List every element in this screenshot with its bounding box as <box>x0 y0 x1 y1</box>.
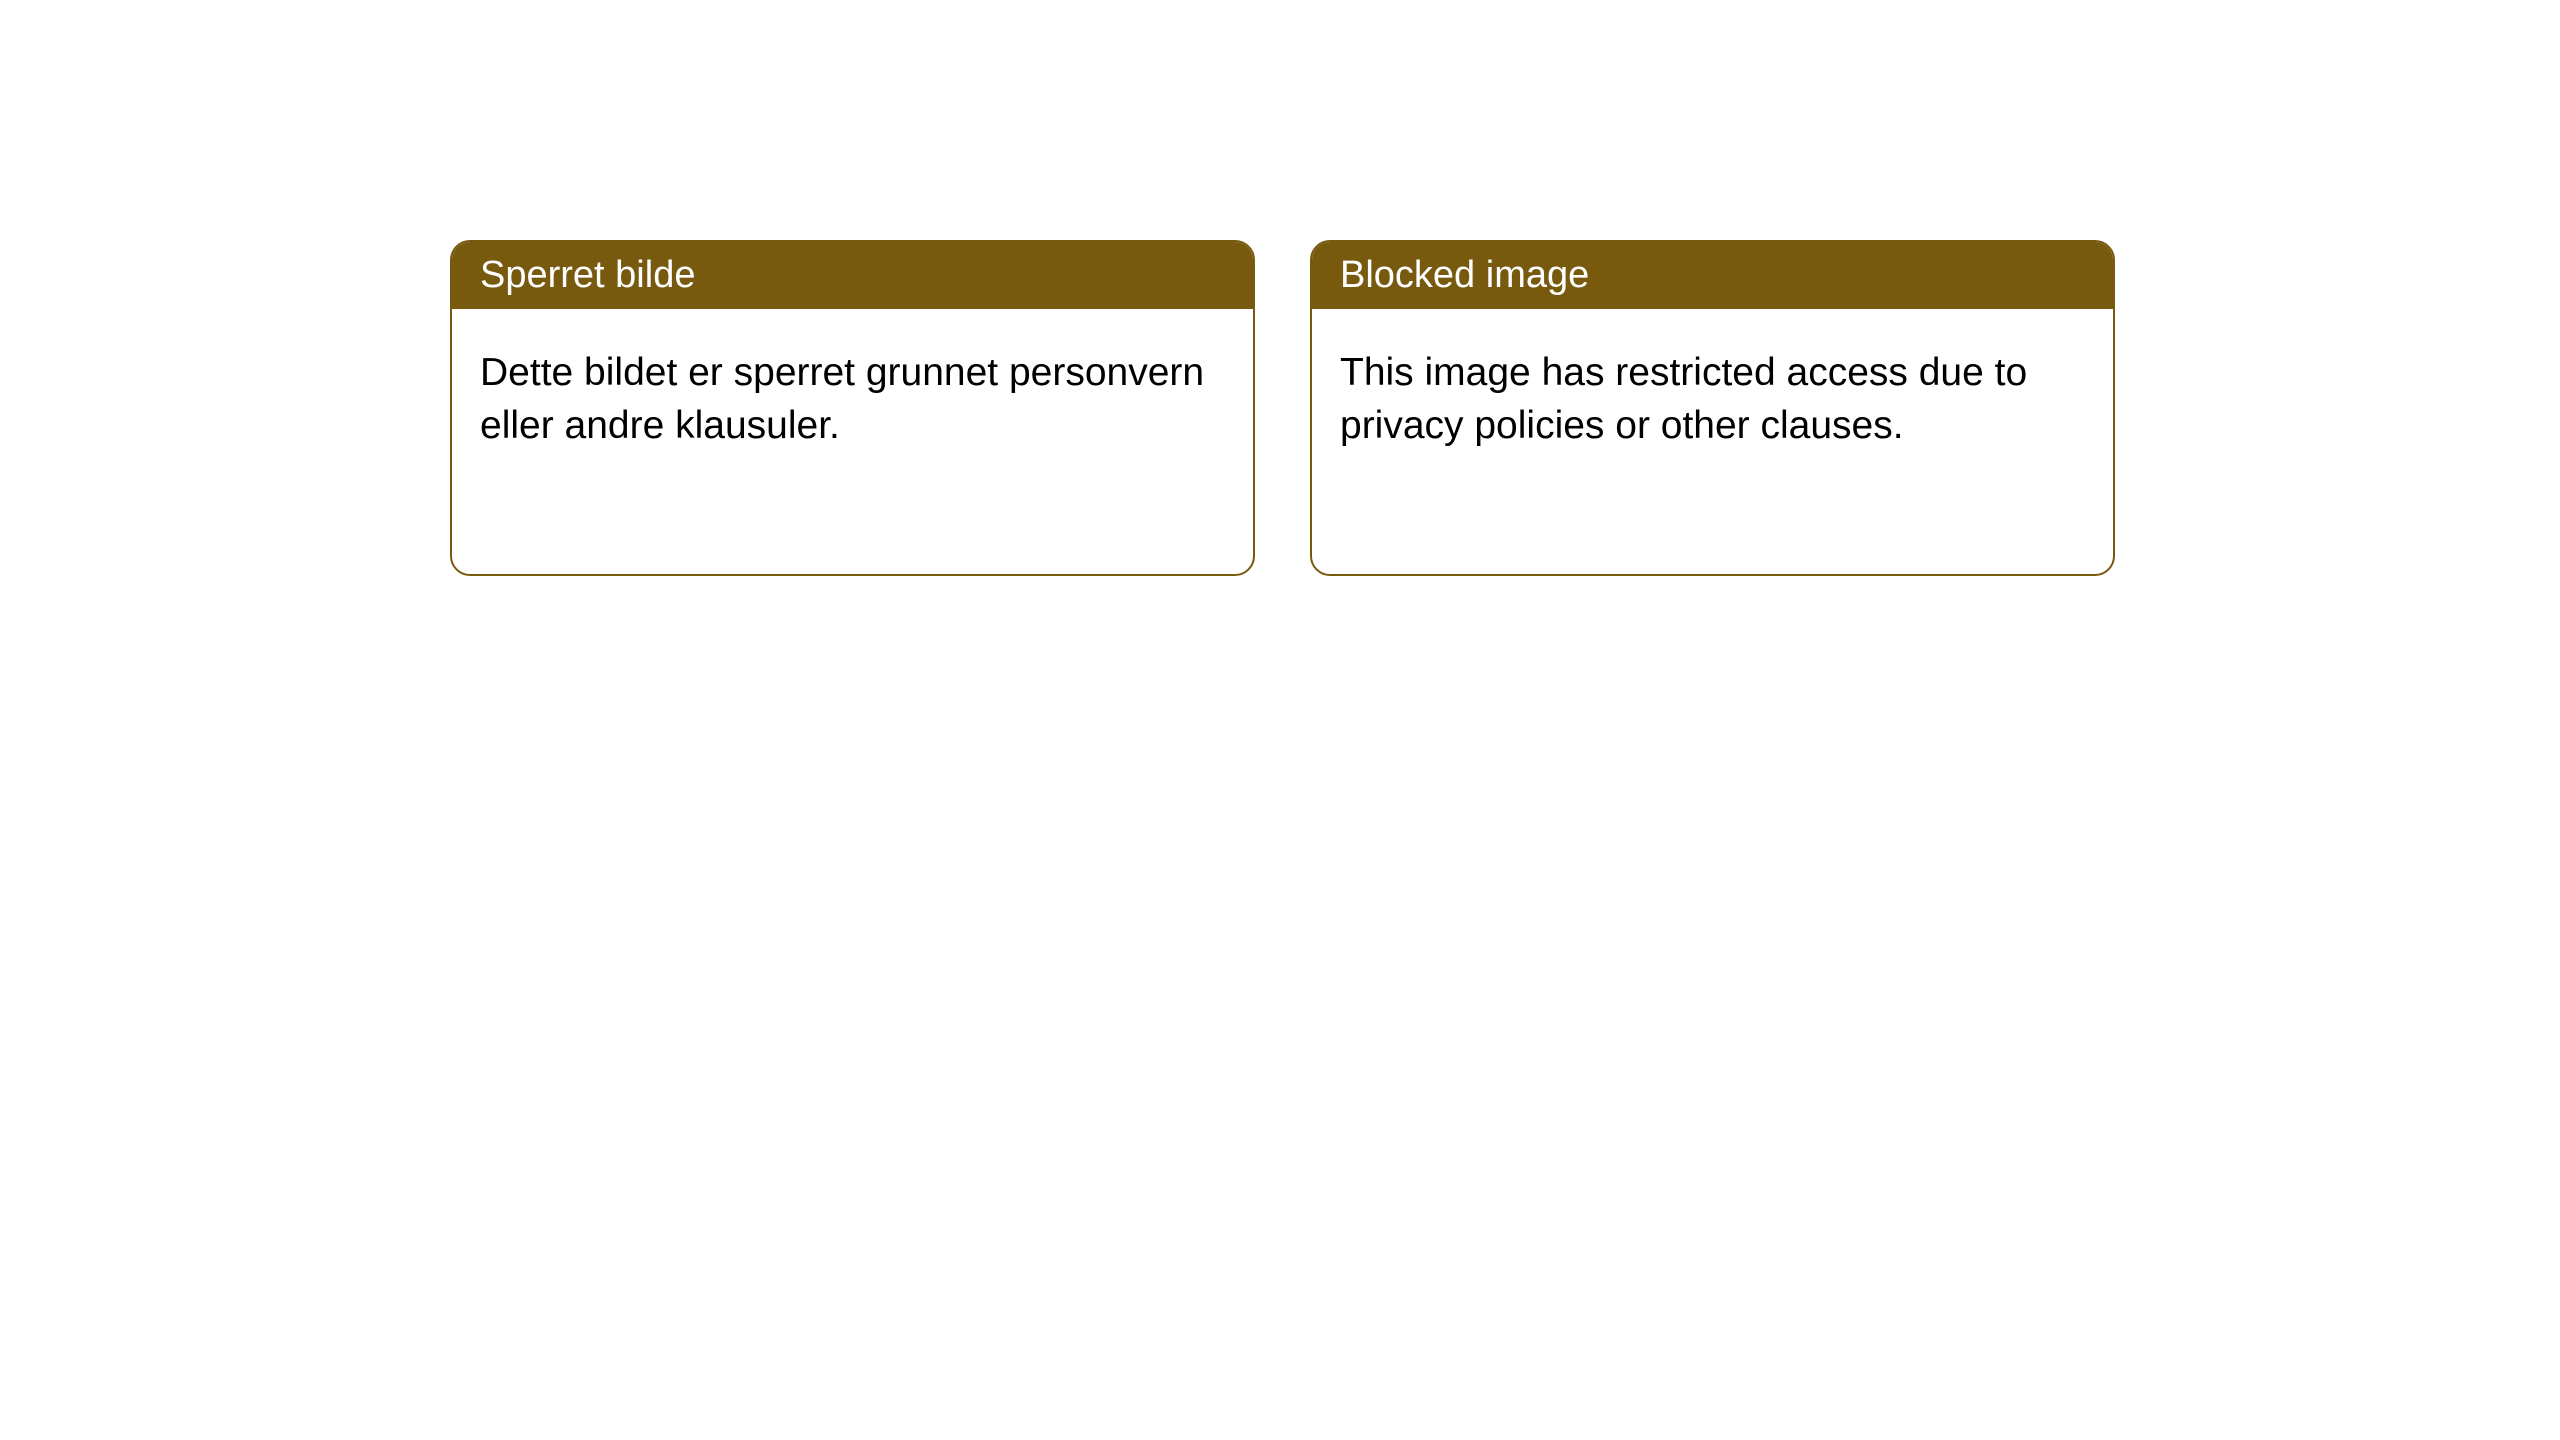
card-message-en: This image has restricted access due to … <box>1340 351 2027 447</box>
cards-container: Sperret bilde Dette bildet er sperret gr… <box>0 0 2560 576</box>
card-header-en: Blocked image <box>1312 242 2113 309</box>
blocked-image-card-en: Blocked image This image has restricted … <box>1310 240 2115 576</box>
card-message-no: Dette bildet er sperret grunnet personve… <box>480 351 1204 447</box>
card-body-en: This image has restricted access due to … <box>1312 309 2113 490</box>
card-body-no: Dette bildet er sperret grunnet personve… <box>452 309 1253 490</box>
card-title-no: Sperret bilde <box>480 254 695 296</box>
card-title-en: Blocked image <box>1340 254 1589 296</box>
blocked-image-card-no: Sperret bilde Dette bildet er sperret gr… <box>450 240 1255 576</box>
card-header-no: Sperret bilde <box>452 242 1253 309</box>
